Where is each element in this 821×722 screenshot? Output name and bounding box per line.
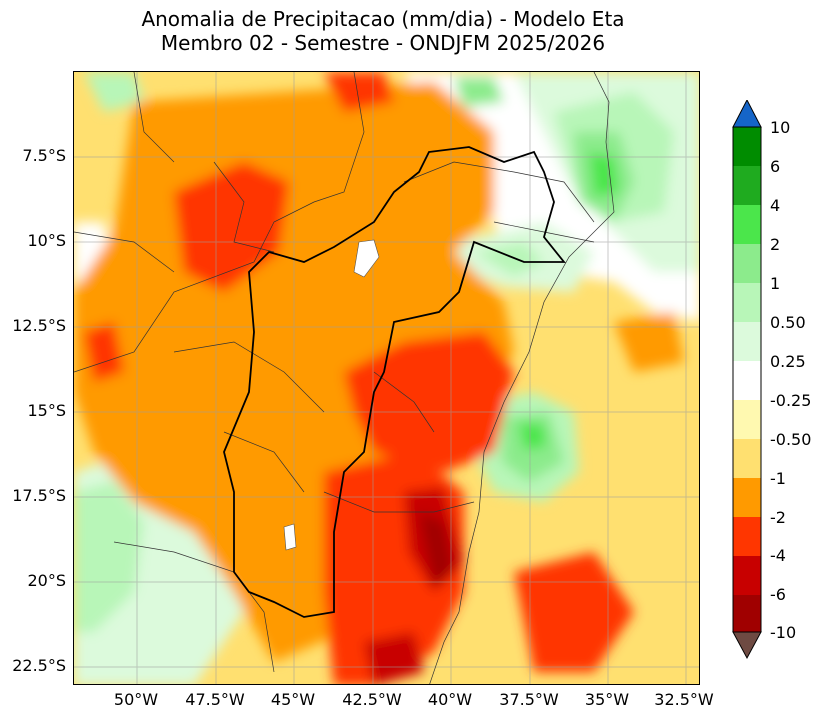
colorbar-label: 6 xyxy=(770,157,781,176)
wet-spot-north xyxy=(454,77,504,107)
colorbar-label: -2 xyxy=(770,508,786,527)
strong-wet-area-northeast xyxy=(589,152,619,197)
reservoir-north xyxy=(353,239,380,278)
colorbar-arrow-top xyxy=(732,100,762,128)
y-tick-label: 7.5°S xyxy=(22,146,66,165)
y-tick-label: 10°S xyxy=(27,231,66,250)
x-tick-label: 37.5°W xyxy=(499,690,559,709)
reservoir-south xyxy=(283,523,297,551)
wet-spot-northwest xyxy=(84,72,144,112)
colorbar-segment xyxy=(733,283,761,322)
colorbar-segment xyxy=(733,244,761,283)
colorbar-label: -1 xyxy=(770,469,786,488)
basin-boundary xyxy=(223,146,566,618)
wet-area-southwest xyxy=(74,482,144,632)
map-title-line1: Anomalia de Precipitacao (mm/dia) - Mode… xyxy=(141,7,625,31)
strong-dry-area-center xyxy=(344,332,514,472)
y-tick-label: 20°S xyxy=(27,571,66,590)
colorbar-segment xyxy=(733,322,761,361)
precipitation-anomaly-map xyxy=(73,71,700,685)
wet-spot-center xyxy=(474,242,544,277)
y-tick-label: 22.5°S xyxy=(12,656,66,675)
colorbar-label: -4 xyxy=(770,546,786,565)
colorbar-segment xyxy=(733,595,761,632)
colorbar-label: 0.25 xyxy=(770,352,806,371)
extreme-dry-area-south xyxy=(419,512,454,587)
colorbar-segment xyxy=(733,478,761,517)
y-tick-label: 15°S xyxy=(27,401,66,420)
strong-dry-spot-north xyxy=(324,72,394,112)
y-tick-label: 12.5°S xyxy=(12,316,66,335)
x-tick-label: 32.5°W xyxy=(654,690,714,709)
colorbar-label: 1 xyxy=(770,274,781,293)
colorbar-label: 2 xyxy=(770,235,781,254)
x-tick-label: 47.5°W xyxy=(185,690,245,709)
colorbar-segment xyxy=(733,556,761,595)
colorbar-segment xyxy=(733,439,761,478)
colorbar-segment xyxy=(733,166,761,205)
map-gridlines xyxy=(74,72,699,684)
y-tick-label: 17.5°S xyxy=(12,486,66,505)
colorbar-segment xyxy=(733,361,761,400)
colorbar-label: 10 xyxy=(770,118,791,137)
map-canvas xyxy=(74,72,699,684)
colorbar-label: -0.50 xyxy=(770,430,812,449)
x-tick-label: 40°W xyxy=(427,690,473,709)
colorbar-arrow-bottom xyxy=(732,631,762,660)
colorbar-label: 0.50 xyxy=(770,313,806,332)
colorbar-segment xyxy=(733,205,761,244)
colorbar-label: 4 xyxy=(770,196,781,215)
colorbar-label: -0.25 xyxy=(770,391,812,410)
state-borders xyxy=(74,72,615,684)
strong-dry-spot-west xyxy=(84,322,124,382)
colorbar-segment xyxy=(733,400,761,439)
colorbar-label: -10 xyxy=(770,623,797,642)
x-tick-label: 50°W xyxy=(113,690,159,709)
colorbar-label: -6 xyxy=(770,585,786,604)
strong-wet-spot-east xyxy=(519,422,546,450)
map-title-line2: Membro 02 - Semestre - ONDJFM 2025/2026 xyxy=(160,31,606,55)
colorbar xyxy=(732,100,762,660)
x-tick-label: 42.5°W xyxy=(342,690,402,709)
x-tick-label: 45°W xyxy=(270,690,316,709)
x-tick-label: 35°W xyxy=(584,690,630,709)
very-dry-spot-southeast xyxy=(364,632,424,684)
colorbar-segment xyxy=(733,127,761,166)
colorbar-segment xyxy=(733,517,761,556)
